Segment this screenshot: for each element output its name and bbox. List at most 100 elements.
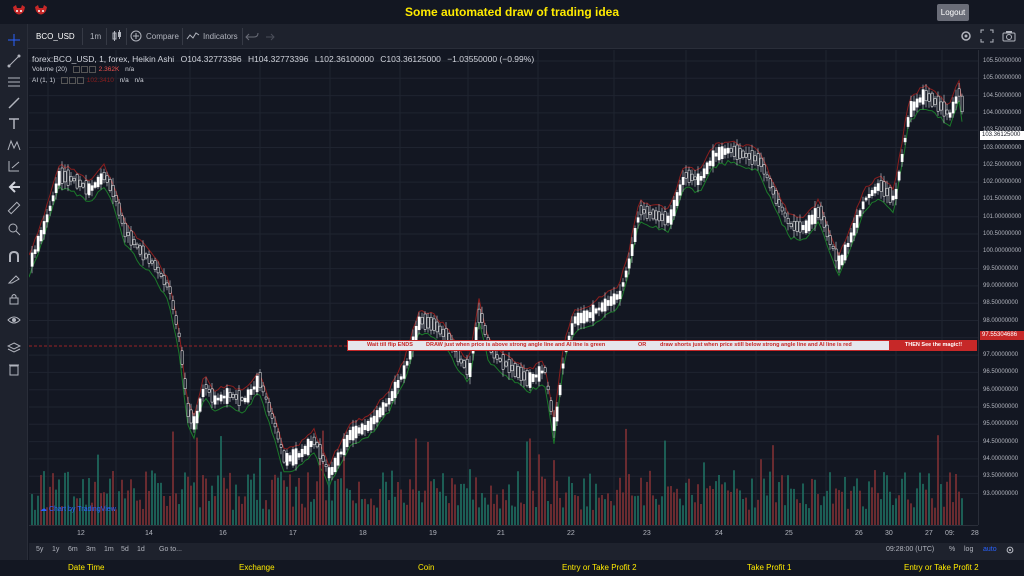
range-1d[interactable]: 1d [137,546,145,553]
volume-bar [916,488,918,525]
legend-close-icon[interactable] [88,66,96,73]
symbol-search[interactable]: BCO_USD [36,32,75,41]
lock-icon[interactable] [7,292,21,306]
range-5d[interactable]: 5d [121,546,129,553]
candle-body [330,467,334,475]
volume-bar [490,485,492,525]
trend-line-icon[interactable] [7,54,21,68]
legend-settings-icon[interactable] [68,77,76,84]
volume-bar [157,483,159,525]
candle-body [693,176,697,181]
goto-button[interactable]: Go to... [159,546,182,553]
crosshair-icon[interactable] [7,33,21,47]
candle-body [855,214,859,228]
chart-canvas[interactable] [29,50,978,525]
eye-icon[interactable] [7,313,21,327]
settings-gear-icon[interactable] [959,29,973,43]
tradingview-watermark[interactable]: ☁ Chart by TradingView [40,505,116,513]
legend-close-icon[interactable] [76,77,84,84]
candle-body [951,101,955,114]
range-1y[interactable]: 1y [52,546,60,553]
trash-icon[interactable] [7,362,21,376]
ruler-icon[interactable] [7,201,21,215]
volume-bar [463,483,465,525]
range-5y[interactable]: 5y [36,546,44,553]
volume-name[interactable]: Volume (20) [32,66,68,74]
zoom-icon[interactable] [7,222,21,236]
time-axis[interactable]: 12 14 16 17 18 19 21 22 23 24 25 26 27 28 30 09: [29,525,979,543]
axis-settings-gear-icon[interactable] [1005,545,1015,557]
stay-drawing-icon[interactable] [7,271,21,285]
log-toggle[interactable]: log [964,546,974,553]
time-tick: 26 [855,530,863,537]
candle-body [90,185,94,191]
price-chart[interactable] [29,50,978,525]
volume-bar [853,486,855,525]
candle-body [765,174,769,179]
candle-body [804,220,808,234]
candle-body [777,199,781,207]
indicators-icon[interactable] [186,29,200,43]
back-arrow-icon[interactable] [7,180,21,194]
volume-bar [898,495,900,525]
interval-selector[interactable]: 1m [90,32,102,41]
candle-style-icon[interactable] [110,29,124,43]
volume-bar [163,496,165,525]
volume-bar [316,481,318,525]
compare-icon[interactable] [129,29,143,43]
ai-na-1: n/a [119,77,129,85]
redo-icon[interactable] [261,29,275,43]
text-tool-icon[interactable] [7,117,21,131]
volume-bar [694,502,696,525]
volume-bar [766,495,768,525]
range-1m[interactable]: 1m [104,546,114,553]
candle-body [885,187,889,197]
layers-icon[interactable] [7,341,21,355]
volume-bar [82,479,84,525]
candle-body [582,310,586,324]
volume-bar [550,504,552,525]
candle-body [477,308,481,324]
undo-icon[interactable] [245,29,259,43]
candle-body [309,440,313,448]
candle-body [813,208,817,224]
candle-body [651,209,655,220]
volume-bar [499,508,501,525]
volume-bar [142,508,144,525]
magnet-icon[interactable] [7,250,21,264]
candle-body [36,235,40,252]
fib-tool-icon[interactable] [7,75,21,89]
compare-button[interactable]: Compare [146,32,179,41]
price-axis[interactable]: 105.50000000 105.00000000 104.50000000 104.… [978,50,1024,525]
legend-settings-icon[interactable] [80,66,88,73]
volume-bar [334,480,336,525]
candle-body [639,205,643,216]
pattern-tool-icon[interactable] [7,138,21,152]
indicators-button[interactable]: Indicators [203,32,238,41]
candle-body [495,354,499,360]
candle-body [231,394,235,398]
brush-icon[interactable] [7,96,21,110]
volume-bar [43,471,45,525]
ai-name[interactable]: AI (1, 1) [32,77,56,85]
legend-eye-icon[interactable] [72,66,80,73]
range-3m[interactable]: 3m [86,546,96,553]
price-tick: 102.00000000 [983,179,1022,186]
series-name[interactable]: forex:BCO_USD, 1, forex, Heikin Ashi [32,54,175,64]
volume-bar [616,489,618,525]
camera-snapshot-icon[interactable] [1002,29,1016,43]
fullscreen-icon[interactable] [980,29,994,43]
logout-button[interactable]: Logout [937,4,969,21]
percent-toggle[interactable]: % [949,546,956,553]
candle-body [837,255,841,270]
candle-body [255,375,259,393]
legend-eye-icon[interactable] [60,77,68,84]
range-6m[interactable]: 6m [68,546,78,553]
prediction-tool-icon[interactable] [7,159,21,173]
auto-toggle[interactable]: auto [983,546,997,553]
volume-bar [151,470,153,525]
candle-body [420,317,424,325]
utc-time[interactable]: 09:28:00 (UTC) [886,546,935,553]
candle-body [561,363,565,369]
volume-bar [598,497,600,525]
